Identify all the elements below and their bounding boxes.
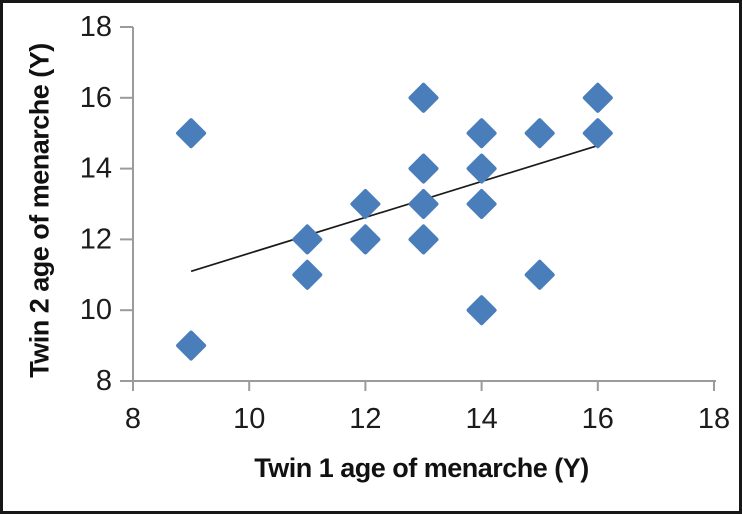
data-point xyxy=(292,259,323,290)
x-tick-label: 14 xyxy=(465,403,497,435)
x-tick-label: 10 xyxy=(233,403,265,435)
trend-line xyxy=(190,144,599,273)
data-point xyxy=(350,224,381,255)
y-tick-label: 12 xyxy=(80,223,112,255)
data-point xyxy=(466,153,497,184)
data-point xyxy=(292,224,323,255)
data-point xyxy=(408,224,439,255)
x-tick-label: 16 xyxy=(582,403,614,435)
data-point xyxy=(408,189,439,219)
y-tick-label: 14 xyxy=(80,153,112,185)
data-point xyxy=(408,153,439,184)
y-tick-label: 8 xyxy=(96,365,112,397)
data-point xyxy=(176,330,207,361)
data-point xyxy=(582,82,613,113)
y-tick-label: 10 xyxy=(80,294,112,326)
scatter-plot: 8 10 12 14 16 18 8 10 12 14 16 18 xyxy=(80,11,730,435)
data-point xyxy=(350,189,381,219)
x-tick-label: 8 xyxy=(125,403,141,435)
y-axis-title: Twin 2 age of menarche (Y) xyxy=(24,43,55,378)
x-axis-title: Twin 1 age of menarche (Y) xyxy=(254,453,589,483)
y-tick-label: 18 xyxy=(80,11,112,43)
data-point xyxy=(524,118,555,149)
data-point xyxy=(466,295,497,326)
data-point xyxy=(176,118,207,149)
y-tick-label: 16 xyxy=(80,82,112,114)
data-point xyxy=(582,118,613,149)
data-point xyxy=(466,189,497,219)
data-point xyxy=(408,82,439,113)
x-tick-label: 12 xyxy=(349,403,381,435)
data-point xyxy=(524,259,555,290)
x-tick-label: 18 xyxy=(698,403,730,435)
data-point xyxy=(466,118,497,149)
